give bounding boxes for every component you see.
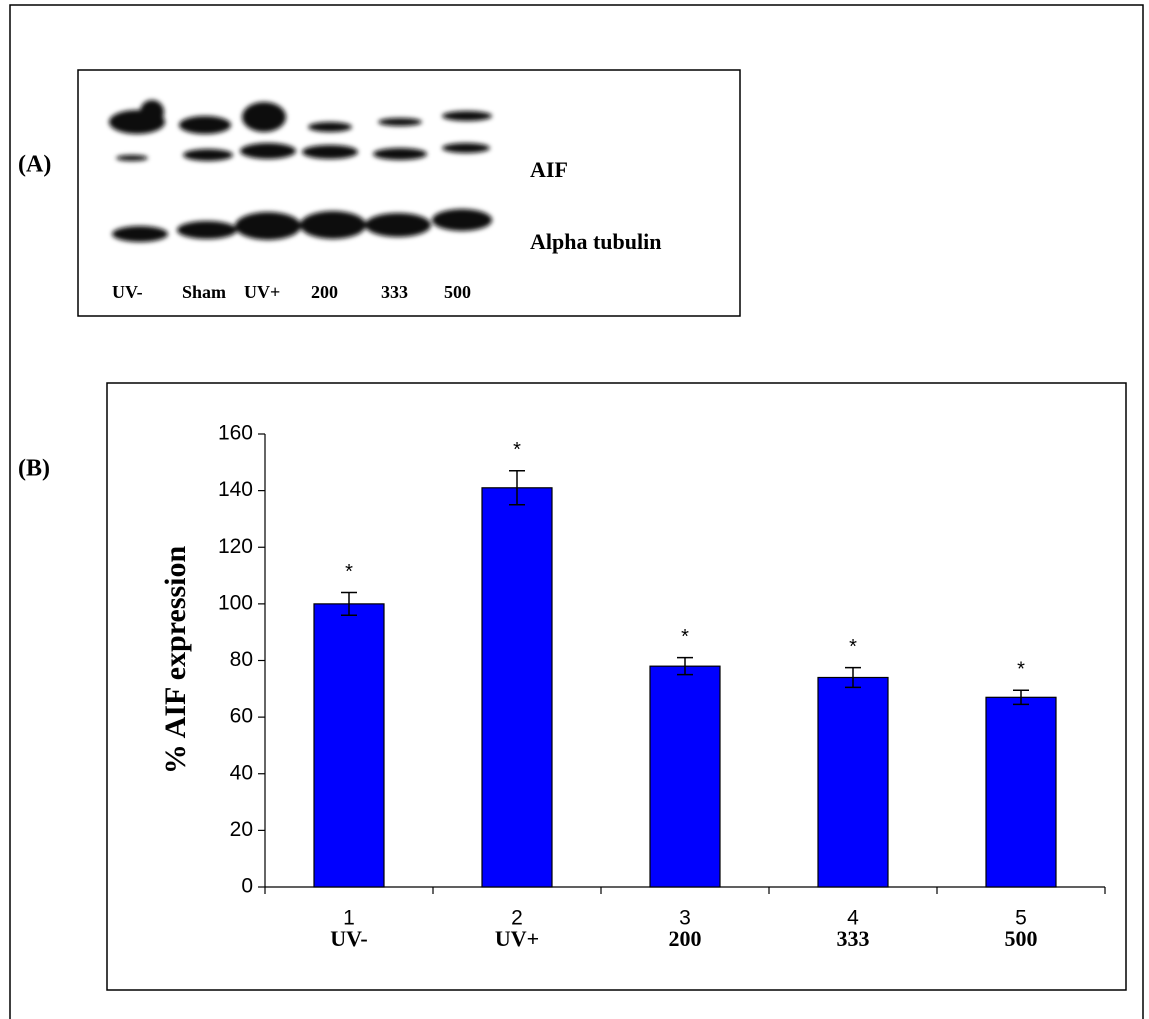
band-label: AIF — [530, 157, 568, 182]
page: (A) AIF Alpha tubulin (B) % AIF expressi… — [0, 0, 1149, 1019]
y-tick-label: 140 — [218, 478, 253, 501]
band-label: Alpha tubulin — [530, 229, 661, 254]
bar — [314, 604, 384, 887]
blot-frame — [78, 70, 740, 316]
bar — [986, 697, 1056, 887]
annotation: * — [681, 626, 689, 648]
lane-label: UV- — [112, 282, 143, 302]
annotation: * — [1017, 659, 1025, 681]
x-sublabel: 200 — [669, 926, 702, 951]
y-tick-label: 20 — [230, 818, 253, 841]
blot-image — [109, 100, 492, 242]
x-sublabel: UV- — [330, 926, 367, 951]
lane-label: UV+ — [244, 282, 280, 302]
panel-label: (A) — [18, 152, 51, 178]
annotation: * — [849, 636, 857, 658]
y-tick-label: 160 — [218, 422, 253, 445]
annotation: * — [345, 561, 353, 583]
lane-label: Sham — [182, 282, 226, 302]
y-tick-label: 0 — [241, 875, 253, 898]
x-sublabel: 500 — [1005, 926, 1038, 951]
bar — [650, 666, 720, 887]
annotation: * — [513, 439, 521, 461]
y-tick-label: 80 — [230, 648, 253, 671]
y-tick-label: 40 — [230, 761, 253, 784]
panel-label: (B) — [18, 456, 50, 482]
y-tick-label: 60 — [230, 705, 253, 728]
chart-frame — [107, 383, 1126, 990]
x-sublabel: 333 — [837, 926, 870, 951]
y-tick-label: 100 — [218, 591, 253, 614]
lane-label: 500 — [444, 282, 471, 302]
bar — [482, 488, 552, 887]
x-sublabel: UV+ — [495, 926, 539, 951]
figure: (A) AIF Alpha tubulin (B) % AIF expressi… — [0, 0, 1149, 1019]
lane-label: 200 — [311, 282, 338, 302]
figure-frame — [10, 5, 1143, 1019]
bar — [818, 677, 888, 887]
y-tick-label: 120 — [218, 535, 253, 558]
lane-label: 333 — [381, 282, 408, 302]
y-axis-label: % AIF expression — [159, 546, 192, 775]
